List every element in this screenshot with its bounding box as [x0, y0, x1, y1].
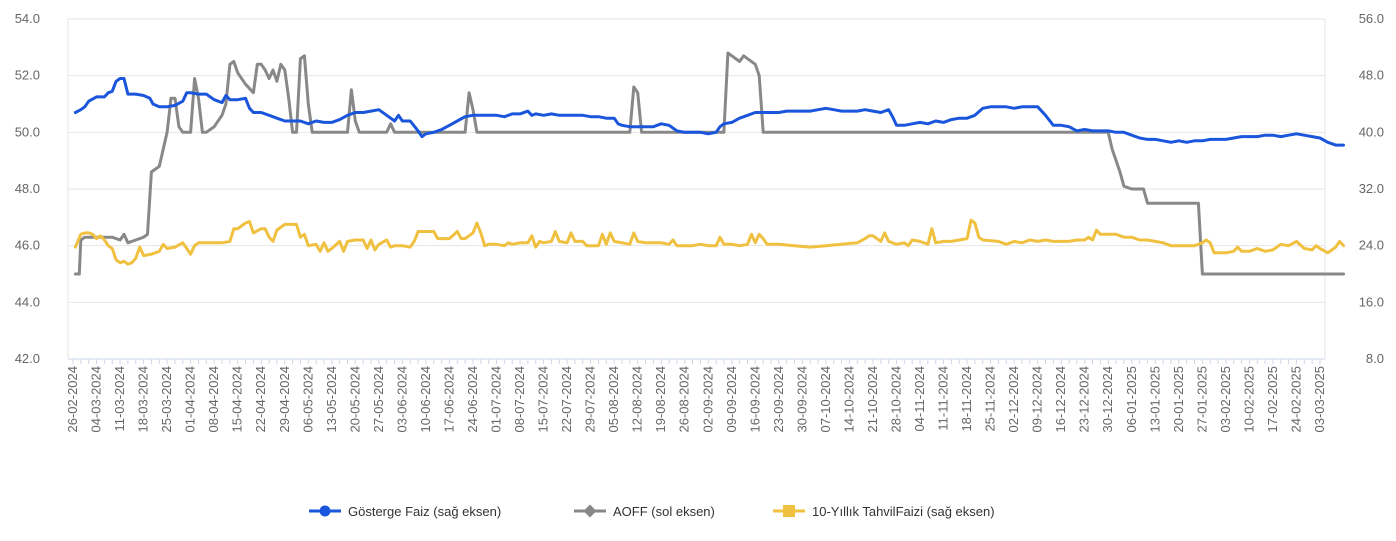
series-line-0	[73, 77, 1345, 147]
legend: Gösterge Faiz (sağ eksen) AOFF (sol eksen…	[309, 504, 995, 519]
x-tick-label: 10-02-2025	[1241, 366, 1256, 433]
x-tick-label: 24-06-2024	[465, 366, 480, 433]
x-tick-label: 11-03-2024	[112, 366, 127, 432]
left-y-tick-label: 48.0	[15, 181, 40, 196]
right-y-tick-label: 32.0	[1359, 181, 1384, 196]
x-tick-label: 13-05-2024	[324, 366, 339, 433]
x-tick-label: 25-11-2024	[983, 366, 998, 432]
left-y-tick-label: 50.0	[15, 124, 40, 139]
x-tick-label: 08-04-2024	[206, 366, 221, 433]
x-tick-label: 25-03-2024	[159, 366, 174, 433]
x-tick-label: 05-08-2024	[606, 366, 621, 433]
x-tick-label: 02-12-2024	[1006, 366, 1021, 433]
right-y-tick-label: 40.0	[1359, 124, 1384, 139]
right-y-tick-label: 16.0	[1359, 294, 1384, 309]
x-tick-label: 19-08-2024	[653, 366, 668, 433]
x-tick-label: 24-02-2025	[1288, 366, 1303, 433]
x-tick-label: 03-03-2025	[1312, 366, 1327, 433]
right-y-tick-label: 24.0	[1359, 238, 1384, 253]
x-tick-label: 27-05-2024	[371, 366, 386, 433]
x-tick-label: 16-09-2024	[747, 366, 762, 433]
legend-label: 10-Yıllık TahvilFaizi (sağ eksen)	[812, 504, 995, 519]
x-tick-label: 01-07-2024	[489, 366, 504, 433]
x-tick-label: 14-10-2024	[841, 366, 856, 433]
right-y-axis: 56.0 48.0 40.0 32.0 24.0 16.0 8.0	[1359, 11, 1384, 366]
x-tick-label: 17-02-2025	[1265, 366, 1280, 433]
x-tick-label: 11-11-2024	[936, 366, 951, 431]
x-tick-label: 09-09-2024	[724, 366, 739, 433]
series-layer	[73, 51, 1345, 276]
left-y-axis: 54.0 52.0 50.0 48.0 46.0 44.0 42.0	[15, 11, 40, 366]
x-tick-label: 15-04-2024	[230, 366, 245, 433]
x-tick-label: 09-12-2024	[1030, 366, 1045, 433]
x-tick-label: 30-09-2024	[794, 366, 809, 433]
left-y-tick-label: 46.0	[15, 238, 40, 253]
x-tick-label: 23-09-2024	[771, 366, 786, 433]
series-line-2	[73, 218, 1345, 266]
legend-square-marker	[783, 505, 795, 517]
x-tick-label: 18-11-2024	[959, 366, 974, 432]
x-tick-label: 26-08-2024	[677, 366, 692, 433]
x-tick-label: 30-12-2024	[1100, 366, 1115, 433]
legend-item-2[interactable]: 10-Yıllık TahvilFaizi (sağ eksen)	[773, 504, 995, 519]
x-tick-label: 20-01-2025	[1171, 366, 1186, 433]
x-tick-label: 20-05-2024	[347, 366, 362, 433]
x-tick-label: 23-12-2024	[1077, 366, 1092, 433]
x-tick-label: 18-03-2024	[136, 366, 151, 433]
x-tick-label: 06-05-2024	[300, 366, 315, 433]
right-y-tick-label: 8.0	[1366, 351, 1384, 366]
x-tick-label: 21-10-2024	[865, 366, 880, 433]
left-y-tick-label: 54.0	[15, 11, 40, 26]
x-tick-label: 22-07-2024	[559, 366, 574, 433]
x-tick-label: 12-08-2024	[630, 366, 645, 433]
x-tick-label: 03-06-2024	[394, 366, 409, 433]
x-axis: 26-02-2024 04-03-2024 11-03-2024 18-03-2024…	[65, 359, 1327, 433]
legend-circle-marker	[319, 505, 331, 517]
x-tick-label: 26-02-2024	[65, 366, 80, 433]
series-line-1	[73, 51, 1345, 276]
x-tick-label: 27-01-2025	[1194, 366, 1209, 433]
right-y-tick-label: 48.0	[1359, 68, 1384, 83]
x-tick-label: 29-07-2024	[583, 366, 598, 433]
x-tick-label: 01-04-2024	[183, 366, 198, 433]
left-y-tick-label: 52.0	[15, 68, 40, 83]
legend-label: Gösterge Faiz (sağ eksen)	[348, 504, 501, 519]
left-y-tick-label: 44.0	[15, 294, 40, 309]
x-tick-label: 07-10-2024	[818, 366, 833, 433]
x-tick-label: 02-09-2024	[700, 366, 715, 433]
x-tick-label: 17-06-2024	[441, 366, 456, 433]
x-tick-label: 13-01-2025	[1147, 366, 1162, 433]
x-tick-label: 03-02-2025	[1218, 366, 1233, 433]
legend-item-1[interactable]: AOFF (sol eksen)	[574, 504, 715, 519]
legend-diamond-marker	[583, 504, 597, 518]
x-tick-label: 15-07-2024	[536, 366, 551, 433]
x-tick-label: 04-11-2024	[912, 366, 927, 432]
x-tick-label: 22-04-2024	[253, 366, 268, 433]
legend-item-0[interactable]: Gösterge Faiz (sağ eksen)	[309, 504, 501, 519]
x-tick-label: 04-03-2024	[89, 366, 104, 433]
left-y-tick-label: 42.0	[15, 351, 40, 366]
x-tick-label: 29-04-2024	[277, 366, 292, 433]
right-y-tick-label: 56.0	[1359, 11, 1384, 26]
x-tick-label: 10-06-2024	[418, 366, 433, 433]
x-tick-label: 08-07-2024	[512, 366, 527, 433]
x-tick-label: 28-10-2024	[888, 366, 903, 433]
x-tick-label: 06-01-2025	[1124, 366, 1139, 433]
legend-label: AOFF (sol eksen)	[613, 504, 715, 519]
x-tick-label: 16-12-2024	[1053, 366, 1068, 433]
